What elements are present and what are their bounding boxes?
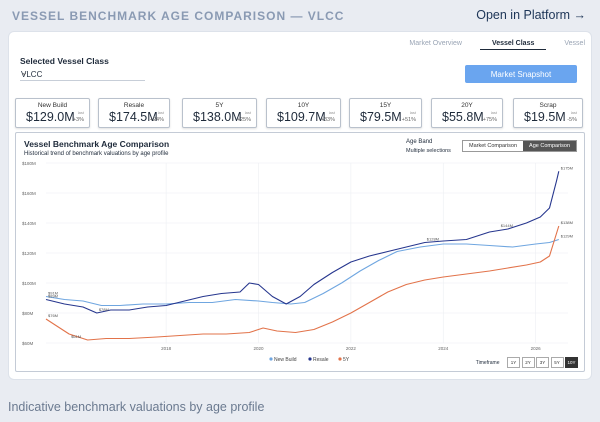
metric-sub: last (244, 110, 251, 115)
metric-sub: last (409, 110, 416, 115)
x-tick-label: 2022 (346, 346, 357, 351)
timeframe-5y-button[interactable]: 5Y (550, 357, 564, 368)
y-tick-label: $100M (22, 281, 36, 286)
data-label: $175M (561, 165, 573, 170)
timeframe-3y-button[interactable]: 3Y (536, 357, 549, 368)
x-tick-label: 2024 (438, 346, 449, 351)
data-label: $138M (561, 220, 573, 225)
metric-sub: last (328, 110, 335, 115)
metric-card-15y: 15Y $79.5M last +51% (349, 98, 422, 128)
metric-sub: last (490, 110, 497, 115)
metric-change: +75% (482, 117, 497, 123)
timeframe-selector: Timeframe 1Y 2Y 3Y 5Y 10Y (476, 357, 578, 368)
metric-card-10y: 10Y $109.7M last +33% (266, 98, 341, 128)
metric-card-new-build: New Build $129.0M last +3% (15, 98, 90, 128)
legend-marker (269, 357, 273, 361)
timeframe-label: Timeframe (475, 359, 500, 366)
chart-subtitle: Historical trend of benchmark valuations… (24, 151, 169, 157)
y-tick-label: $60M (22, 341, 34, 346)
metric-change: +33% (320, 117, 335, 123)
nav-tabs: Market Overview Vessel Class Vessel (391, 38, 585, 50)
metric-value: $79.5M (360, 110, 402, 124)
timeframe-10y-button[interactable]: 10Y (565, 357, 578, 368)
figure-caption: Indicative benchmark valuations by age p… (8, 400, 265, 414)
vessel-class-label: Selected Vessel Class (20, 56, 109, 66)
metric-label: New Build (37, 102, 68, 109)
y-tick-label: $180M (22, 161, 36, 166)
y-tick-label: $160M (22, 191, 36, 196)
age-band-select[interactable]: Multiple selections ⌄ (406, 148, 466, 154)
metric-label: 20Y (461, 102, 473, 109)
chart-title: Vessel Benchmark Age Comparison (24, 139, 170, 149)
y-tick-label: $140M (22, 221, 36, 226)
metric-card-5y: 5Y $138.0M last +25% (182, 98, 257, 128)
y-tick-label: $120M (22, 251, 36, 256)
metric-change: +51% (401, 117, 416, 123)
legend-marker (308, 357, 312, 361)
metric-value: $19.5M (524, 110, 566, 124)
x-tick-label: 2026 (531, 346, 542, 351)
metric-label: 10Y (297, 102, 310, 109)
x-tick-label: 2018 (161, 346, 172, 351)
tab-vessel[interactable]: Vessel (564, 40, 585, 47)
x-tick-label: 2020 (253, 346, 264, 351)
metric-change: +25% (236, 117, 251, 123)
open-in-platform-link[interactable]: Open in Platform → (476, 8, 586, 22)
vessel-class-select[interactable]: VLCC ⌄ (20, 68, 145, 81)
timeframe-2y-button[interactable]: 2Y (521, 357, 535, 368)
market-snapshot-button[interactable]: Market Snapshot (465, 65, 577, 83)
metric-change: +24% (149, 117, 164, 123)
data-label: $76M (48, 313, 58, 318)
metric-card-resale: Resale $174.5M last +24% (98, 98, 170, 128)
toggle-market-comparison[interactable]: Market Comparison (463, 141, 524, 151)
chevron-down-icon: ⌄ (21, 68, 28, 77)
line-chart: $60M $80M $100M $120M $140M $160M $180M 2018 202… (22, 161, 573, 363)
metric-value: $55.8M (442, 110, 484, 124)
metric-change: +3% (72, 117, 84, 123)
series-line-resale (45, 171, 560, 314)
series-line-new-build (45, 238, 559, 307)
metric-cards: New Build $129.0M last +3% Resale $174.5… (15, 98, 585, 128)
metric-sub: last (570, 110, 577, 115)
data-label: $78M (99, 307, 109, 312)
metric-value: $129.0M (26, 110, 75, 124)
metric-card-scrap: Scrap $19.5M last -5% (513, 98, 583, 128)
legend-label: 5Y (343, 357, 350, 363)
data-label: $129M (561, 234, 573, 239)
data-label: $144M (501, 223, 513, 228)
legend-label: New Build (274, 357, 297, 363)
vessel-class-value: VLCC (21, 70, 43, 79)
metric-change: -5% (567, 117, 577, 123)
dashboard-card: Market Overview Vessel Class Vessel Sele… (8, 31, 592, 380)
metric-card-20y: 20Y $55.8M last +75% (431, 98, 503, 128)
age-band-label: Age Band (406, 139, 433, 145)
metric-value: $174.5M (109, 110, 158, 124)
metric-value: $138.0M (193, 110, 242, 124)
data-label: $128M (427, 237, 439, 242)
age-band-value: Multiple selections (406, 148, 451, 154)
tab-vessel-class[interactable]: Vessel Class (479, 38, 547, 50)
page-header-title: VESSEL BENCHMARK AGE COMPARISON — VLCC (12, 9, 345, 23)
metric-label: 5Y (215, 102, 224, 109)
metric-label: 15Y (379, 102, 392, 109)
metric-label: Resale (123, 102, 145, 109)
tab-market-overview[interactable]: Market Overview (409, 40, 462, 47)
metric-label: Scrap (539, 102, 557, 109)
metric-sub: last (157, 110, 164, 115)
series-line-5y (45, 225, 560, 341)
toggle-age-comparison[interactable]: Age Comparison (523, 141, 576, 151)
data-label: $91M (48, 291, 58, 296)
view-toggle: Market Comparison Age Comparison (462, 140, 577, 152)
y-tick-label: $80M (22, 311, 34, 316)
legend-marker (338, 357, 342, 361)
chart-panel: $60M $80M $100M $120M $140M $160M $180M 2018 202… (15, 132, 585, 372)
timeframe-1y-button[interactable]: 1Y (507, 357, 520, 368)
data-label: $61M (71, 334, 81, 339)
legend-label: Resale (313, 357, 329, 363)
data-label: $89M (48, 294, 58, 299)
metric-sub: last (77, 110, 84, 115)
metric-value: $109.7M (277, 110, 326, 124)
